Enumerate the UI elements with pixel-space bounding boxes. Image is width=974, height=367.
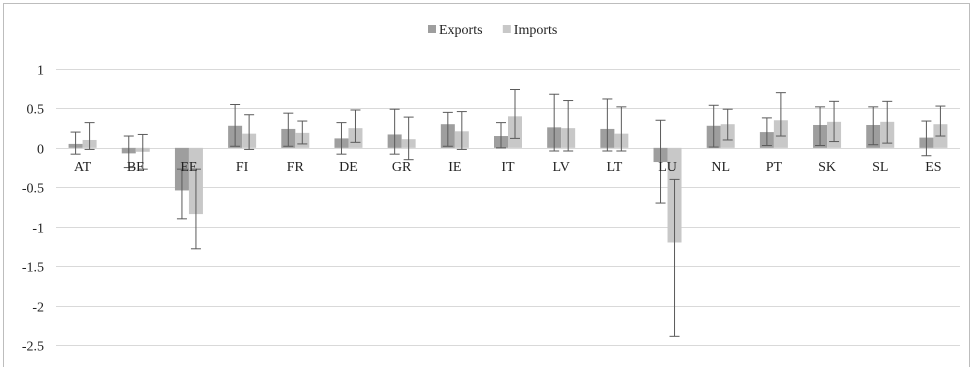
category-label-nl: NL: [711, 160, 730, 175]
category-labels: AT BE EE FI FR DE GR IE IT LV LT LU NL PT SK SL ES: [74, 160, 942, 175]
y-tick-label: -1.5: [22, 261, 44, 276]
y-tick-label: 0: [37, 143, 44, 158]
y-tick-label: -0.5: [22, 182, 44, 197]
category-label-it: IT: [501, 160, 515, 175]
category-label-fr: FR: [287, 160, 305, 175]
category-label-ee: EE: [180, 160, 197, 175]
legend: Exports Imports: [428, 23, 557, 38]
category-label-be: BE: [127, 160, 145, 175]
legend-label-imports: Imports: [514, 23, 558, 38]
chart-border: [3, 3, 970, 367]
category-label-lu: LU: [658, 160, 677, 175]
y-tick-label: -2: [32, 301, 44, 316]
y-tick-label: 0.5: [27, 103, 45, 118]
category-label-gr: GR: [392, 160, 412, 175]
category-label-at: AT: [74, 160, 92, 175]
category-label-lt: LT: [606, 160, 622, 175]
category-label-fi: FI: [236, 160, 249, 175]
category-label-sl: SL: [872, 160, 888, 175]
legend-swatch-imports: [502, 25, 511, 33]
y-tick-label: -2.5: [22, 340, 44, 355]
y-tick-label: -1: [32, 222, 44, 237]
category-label-de: DE: [339, 160, 358, 175]
y-tick-label: 1: [37, 64, 44, 79]
legend-label-exports: Exports: [439, 23, 483, 38]
gridlines: [56, 69, 960, 346]
category-label-sk: SK: [818, 160, 836, 175]
y-axis-ticks: 1 0.5 0 -0.5 -1 -1.5 -2 -2.5: [22, 64, 44, 355]
category-label-ie: IE: [448, 160, 461, 175]
error-bars: [70, 89, 946, 337]
category-label-pt: PT: [766, 160, 783, 175]
category-label-es: ES: [925, 160, 941, 175]
legend-swatch-exports: [428, 25, 436, 33]
category-label-lv: LV: [552, 160, 569, 175]
